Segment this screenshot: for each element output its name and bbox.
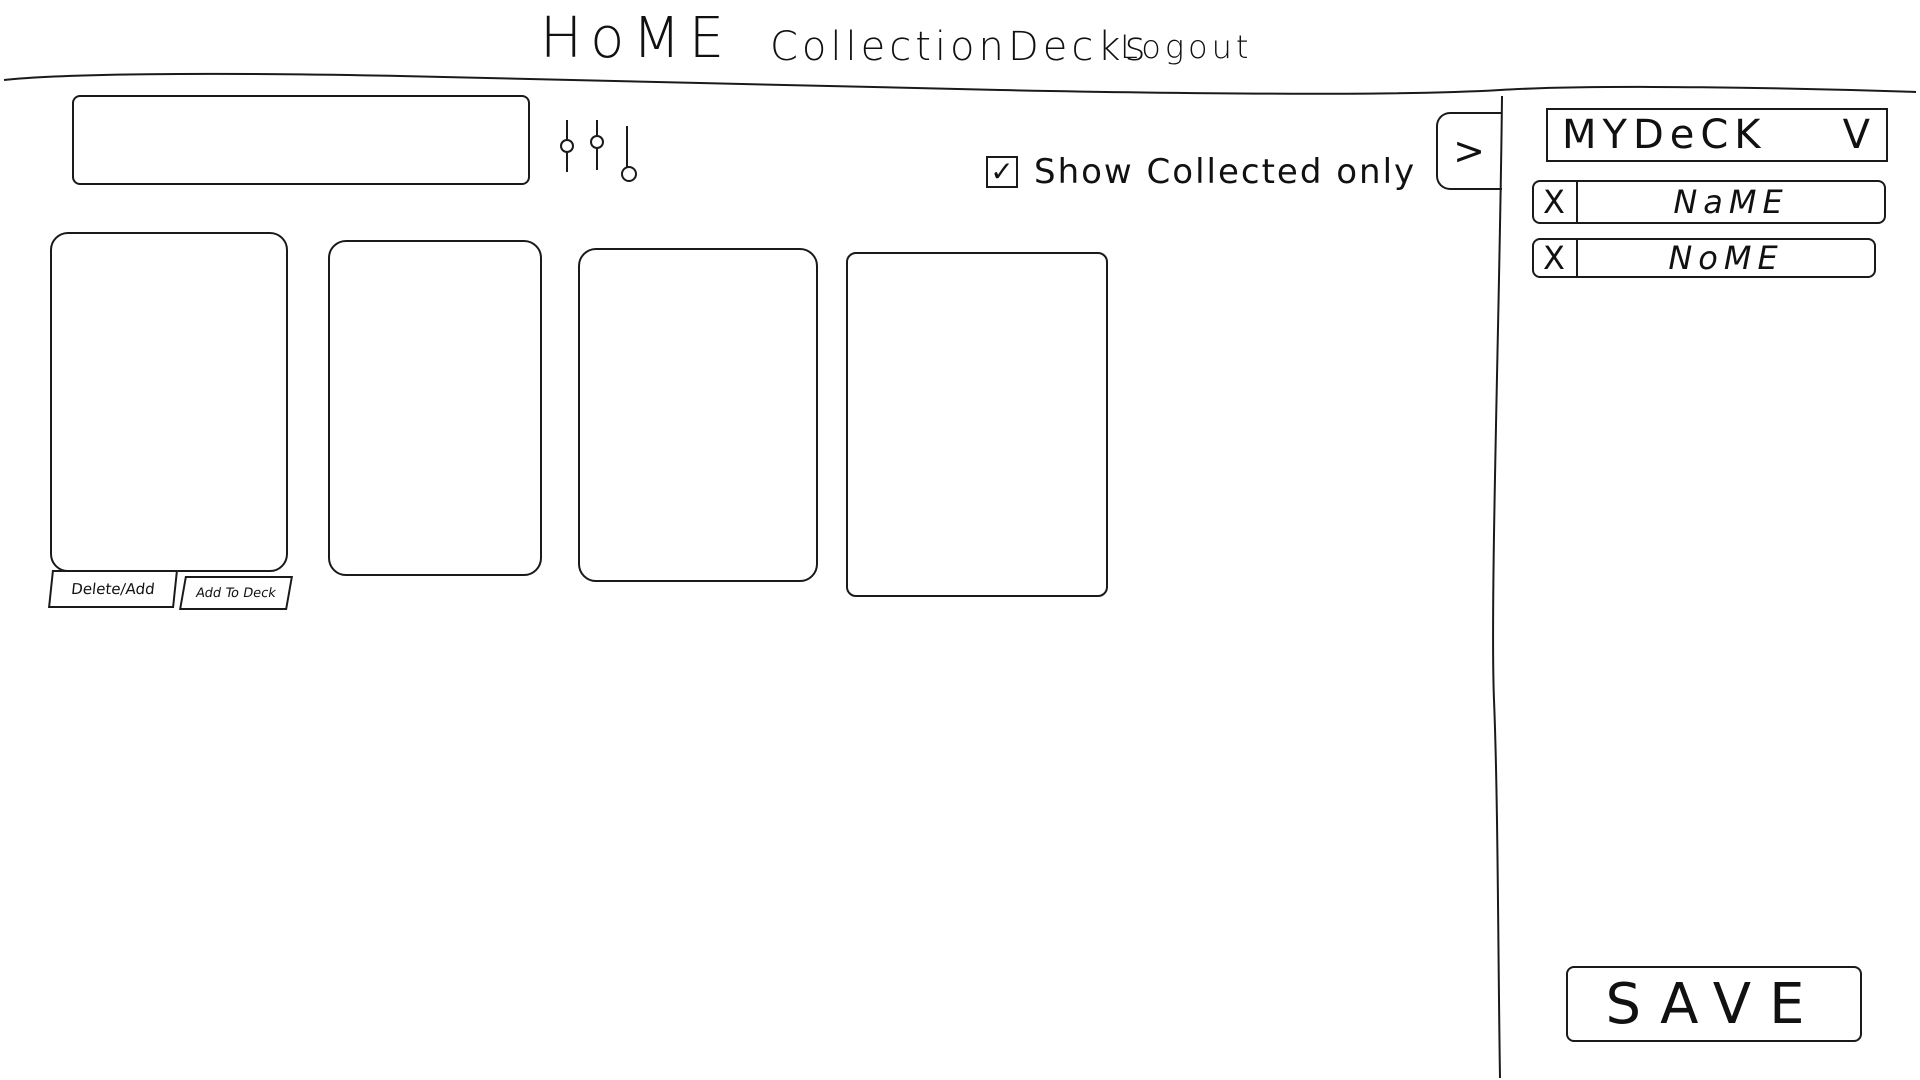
close-icon: X xyxy=(1543,239,1567,277)
card[interactable] xyxy=(50,232,288,572)
sliders-icon[interactable] xyxy=(555,118,645,188)
deck-card-name: NoME xyxy=(1668,239,1784,277)
list-item: X NaME xyxy=(1532,180,1886,224)
show-collected-checkbox[interactable]: ✓ Show Collected only xyxy=(986,152,1416,192)
nav-decks-link[interactable]: Decks xyxy=(1008,24,1150,70)
close-icon: X xyxy=(1543,183,1567,221)
card[interactable] xyxy=(846,252,1108,597)
remove-card-button[interactable]: X xyxy=(1534,182,1578,222)
show-collected-label: Show Collected only xyxy=(1034,152,1417,192)
add-to-deck-button[interactable]: Add To Deck xyxy=(179,576,293,610)
deck-card-name: NaME xyxy=(1673,183,1789,221)
save-button[interactable]: SAVE xyxy=(1566,966,1862,1042)
remove-card-button[interactable]: X xyxy=(1534,239,1578,277)
list-item: X NoME xyxy=(1532,238,1876,278)
card[interactable] xyxy=(578,248,818,582)
nav-home-link[interactable]: HoME xyxy=(540,6,733,71)
delete-add-button[interactable]: Delete/Add xyxy=(48,570,178,608)
search-input[interactable] xyxy=(72,95,530,185)
deck-select-value: MYDeCK xyxy=(1562,112,1767,158)
panel-toggle-button[interactable]: > xyxy=(1436,112,1502,190)
card[interactable] xyxy=(328,240,542,576)
checkbox-checked-icon[interactable]: ✓ xyxy=(986,156,1018,188)
nav-collection-link[interactable]: Collection xyxy=(770,24,1008,70)
nav-logout-link[interactable]: Logout xyxy=(1120,28,1253,66)
chevron-down-icon: V xyxy=(1842,112,1872,158)
chevron-right-icon: > xyxy=(1453,129,1487,173)
deck-select[interactable]: MYDeCK V xyxy=(1546,108,1888,162)
